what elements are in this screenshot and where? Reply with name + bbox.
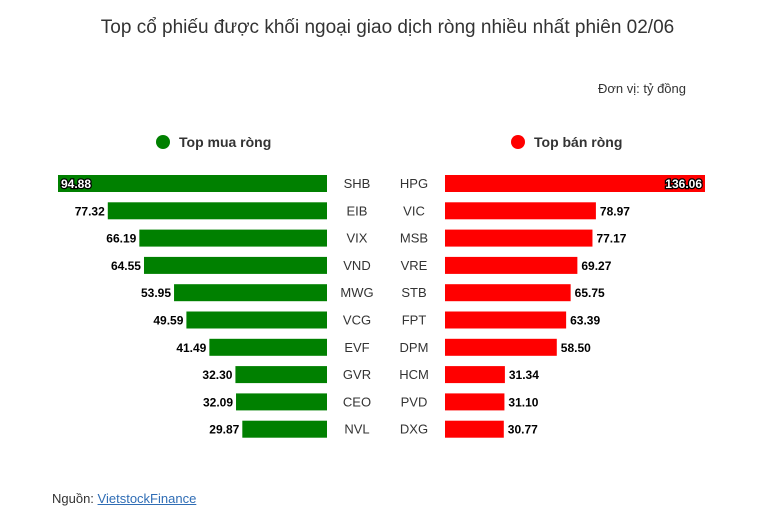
- buy-category-label: EIB: [347, 203, 368, 218]
- chart-title: Top cổ phiếu được khối ngoại giao dịch r…: [100, 17, 675, 38]
- legend-sell-dot: [511, 135, 525, 149]
- sell-category-label: STB: [401, 285, 426, 300]
- legend-sell-label: Top bán ròng: [534, 134, 623, 150]
- legend-sell: Top bán ròng: [511, 134, 622, 150]
- buy-value-label: 32.09: [203, 395, 233, 409]
- unit-label: Đơn vị: tỷ đồng: [597, 81, 686, 96]
- sell-value-label: 136.06: [665, 177, 702, 191]
- sell-bar-fpt: [445, 311, 567, 329]
- buy-bar-eib: [107, 202, 327, 220]
- sell-value-label: 58.50: [561, 341, 591, 355]
- sell-bar-hpg: [445, 175, 705, 192]
- buy-value-label: 32.30: [202, 368, 232, 382]
- buy-bar-gvr: [235, 366, 327, 384]
- sell-bar-dxg: [445, 420, 504, 438]
- sell-bar-dpm: [445, 338, 557, 356]
- sell-bar-stb: [445, 284, 571, 302]
- buy-category-label: VND: [343, 258, 370, 273]
- sell-bar-vic: [445, 202, 596, 220]
- buy-bar-vnd: [143, 256, 327, 274]
- sell-bar-pvd: [445, 393, 505, 411]
- source-link[interactable]: VietstockFinance: [97, 491, 197, 506]
- sell-value-label: 65.75: [575, 286, 605, 300]
- buy-bar-evf: [209, 338, 327, 356]
- sell-category-label: MSB: [400, 231, 428, 246]
- sell-category-label: VIC: [403, 203, 425, 218]
- buy-value-label: 94.88: [61, 177, 91, 191]
- sell-value-label: 31.34: [509, 368, 539, 382]
- buy-bar-ceo: [236, 393, 327, 411]
- sell-category-label: PVD: [401, 394, 428, 409]
- buy-category-label: VCG: [343, 313, 371, 328]
- sell-category-label: DXG: [400, 422, 428, 437]
- sell-category-label: FPT: [402, 313, 427, 328]
- sell-bar-vre: [445, 256, 578, 274]
- buy-category-label: NVL: [344, 422, 369, 437]
- sell-value-label: 77.17: [596, 232, 626, 246]
- sell-value-label: 69.27: [581, 259, 611, 273]
- sell-category-label: VRE: [401, 258, 428, 273]
- legend-buy: Top mua ròng: [156, 134, 271, 150]
- buy-value-label: 66.19: [106, 232, 136, 246]
- sell-value-label: 31.10: [508, 395, 538, 409]
- buy-value-label: 77.32: [75, 204, 105, 218]
- legend-buy-label: Top mua ròng: [179, 134, 272, 150]
- buy-bar-shb: [58, 175, 327, 192]
- source-prefix: Nguồn:: [52, 491, 98, 506]
- buy-bar-nvl: [242, 420, 327, 438]
- sell-bar-hcm: [445, 366, 505, 384]
- sell-value-label: 63.39: [570, 314, 600, 328]
- buy-bar-vcg: [186, 311, 327, 329]
- buy-bar-vix: [139, 229, 327, 247]
- buy-value-label: 41.49: [176, 341, 206, 355]
- sell-category-label: DPM: [400, 340, 429, 355]
- sell-category-label: HCM: [399, 367, 429, 382]
- sell-category-label: HPG: [400, 176, 428, 191]
- sell-value-label: 30.77: [508, 423, 538, 437]
- buy-category-label: GVR: [343, 367, 371, 382]
- buy-value-label: 49.59: [153, 314, 183, 328]
- buy-category-label: EVF: [344, 340, 369, 355]
- source-note: Nguồn: VietstockFinance: [52, 491, 196, 506]
- buy-category-label: MWG: [340, 285, 373, 300]
- sell-bar-msb: [445, 229, 593, 247]
- buy-bar-mwg: [174, 284, 327, 302]
- buy-value-label: 53.95: [141, 286, 171, 300]
- buy-value-label: 64.55: [111, 259, 141, 273]
- buy-value-label: 29.87: [209, 423, 239, 437]
- sell-value-label: 78.97: [600, 204, 630, 218]
- buy-category-label: VIX: [347, 231, 368, 246]
- buy-category-label: CEO: [343, 394, 371, 409]
- buy-category-label: SHB: [344, 176, 371, 191]
- legend-buy-dot: [156, 135, 170, 149]
